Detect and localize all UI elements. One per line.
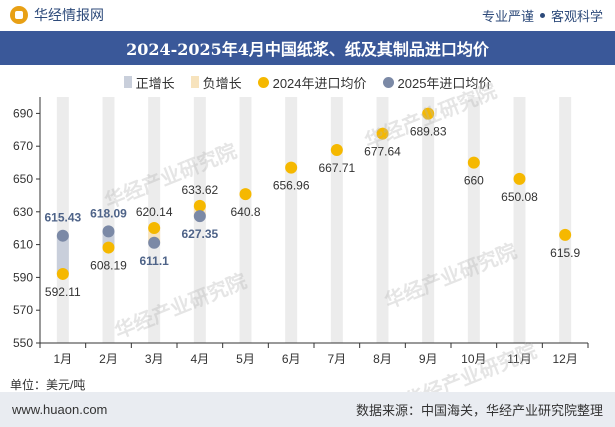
brand-name: 华经情报网 [34, 7, 104, 23]
top-bar: 华经情报网 专业严谨 客观科学 [0, 0, 615, 30]
point-2024 [513, 172, 526, 185]
legend-item-2025[interactable]: 2025年进口均价 [382, 73, 492, 92]
legend-2025-label: 2025年进口均价 [397, 75, 492, 91]
tagline-right: 客观科学 [550, 8, 603, 24]
point-2024 [467, 156, 480, 169]
month-band [513, 97, 526, 343]
x-tick-label: 9月 [419, 352, 438, 366]
month-band [285, 97, 298, 343]
y-tick-label: 690 [13, 106, 33, 120]
x-tick-label: 12月 [552, 352, 577, 366]
month-band [239, 97, 252, 343]
month-band [330, 97, 343, 343]
point-2025 [102, 225, 115, 238]
x-tick-label: 5月 [236, 352, 255, 366]
y-tick-label: 570 [13, 303, 33, 317]
data-label-2024: 689.83 [410, 125, 447, 139]
point-2025 [56, 229, 69, 242]
point-2024 [102, 241, 115, 254]
x-tick-label: 3月 [145, 352, 164, 366]
chart-title: 2024-2025年4月中国纸浆、纸及其制品进口均价 [126, 40, 489, 59]
data-label-2025: 627.35 [181, 227, 218, 241]
data-label-2024: 615.9 [550, 246, 580, 260]
x-tick-label: 1月 [53, 352, 72, 366]
data-label-2024: 650.08 [501, 190, 538, 204]
point-2025 [193, 210, 206, 223]
data-label-2024: 677.64 [364, 145, 401, 159]
data-label-2024: 608.19 [90, 259, 127, 273]
legend-negative-swatch-icon [190, 76, 199, 88]
x-tick-label: 4月 [190, 352, 209, 366]
chart-plot: 550 570 590 610 630 650 670 690 1月 2月 3月 4月 5月 6月 7月 8月… [13, 97, 589, 366]
point-2024 [239, 188, 252, 201]
y-tick-label: 630 [13, 205, 33, 219]
legend-item-negative[interactable]: 负增长 [190, 73, 242, 92]
legend-2024-label: 2024年进口均价 [272, 75, 367, 91]
x-tick-label: 6月 [282, 352, 301, 366]
point-2025 [148, 236, 161, 249]
separator-dot-icon [539, 12, 545, 18]
point-2024 [193, 199, 206, 212]
y-tick-label: 550 [13, 336, 33, 350]
point-2024 [285, 161, 298, 174]
data-label-2025: 615.43 [44, 211, 81, 225]
legend-2024-dot-icon [257, 76, 269, 88]
chart-legend: 正增长 负增长 2024年进口均价 2025年进口均价 [0, 71, 615, 93]
month-band [376, 97, 389, 343]
point-2024 [422, 107, 435, 120]
y-tick-label: 670 [13, 139, 33, 153]
change-bar [56, 235, 69, 274]
data-label-2024: 633.62 [181, 183, 218, 197]
data-label-2025: 618.09 [90, 206, 127, 220]
point-2024 [56, 267, 69, 280]
tagline-left: 专业严谨 [481, 8, 534, 24]
unit-label: 单位：美元/吨 [10, 378, 86, 392]
data-label-2024: 667.71 [318, 161, 355, 175]
data-label-2024: 592.11 [45, 285, 81, 299]
month-band [56, 97, 69, 343]
y-tick-label: 610 [13, 238, 33, 252]
point-2024 [330, 143, 343, 156]
footer-website[interactable]: www.huaon.com [12, 402, 108, 417]
legend-2025-dot-icon [382, 76, 394, 88]
legend-negative-label: 负增长 [202, 75, 242, 91]
brand-logo-icon [10, 6, 28, 24]
x-tick-label: 8月 [373, 352, 392, 366]
month-band [148, 97, 161, 343]
point-2024 [148, 221, 161, 234]
x-tick-label: 7月 [327, 352, 346, 366]
x-tick-label: 10月 [461, 352, 486, 366]
legend-item-2024[interactable]: 2024年进口均价 [257, 73, 367, 92]
month-band [102, 97, 115, 343]
point-2024 [559, 228, 572, 241]
y-tick-label: 650 [13, 172, 33, 186]
footer: www.huaon.com 数据来源：中国海关，华经产业研究院整理 [0, 392, 615, 427]
chart-title-bar: 2024-2025年4月中国纸浆、纸及其制品进口均价 [0, 31, 615, 65]
data-label-2024: 656.96 [273, 179, 310, 193]
y-tick-label: 590 [13, 270, 33, 284]
data-label-2024: 640.8 [230, 205, 260, 219]
month-band [467, 97, 480, 343]
brand[interactable]: 华经情报网 [10, 5, 104, 25]
data-label-2024: 660 [464, 174, 484, 188]
month-band [559, 97, 572, 343]
data-label-2024: 620.14 [136, 205, 173, 219]
point-2024 [376, 127, 389, 140]
month-band [422, 97, 435, 343]
tagline: 专业严谨 客观科学 [482, 6, 603, 25]
x-tick-label: 11月 [507, 352, 531, 366]
data-label-2025: 611.1 [139, 254, 169, 268]
legend-positive-swatch-icon [123, 76, 132, 88]
legend-positive-label: 正增长 [135, 75, 175, 91]
footer-source: 数据来源：中国海关，华经产业研究院整理 [355, 403, 603, 418]
legend-item-positive[interactable]: 正增长 [123, 73, 175, 92]
x-tick-label: 2月 [99, 352, 118, 366]
